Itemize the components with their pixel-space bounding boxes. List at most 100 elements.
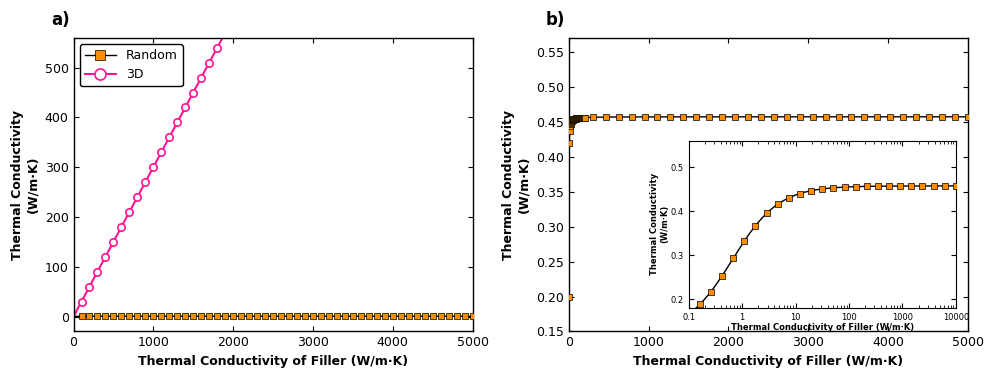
Point bbox=[105, 313, 121, 319]
Point bbox=[564, 118, 580, 124]
Point bbox=[569, 115, 584, 121]
Point bbox=[566, 116, 581, 122]
Point bbox=[584, 114, 600, 120]
Point bbox=[185, 313, 201, 319]
Point bbox=[296, 313, 312, 319]
Y-axis label: Thermal Conductivity
(W/m·K): Thermal Conductivity (W/m·K) bbox=[11, 110, 39, 260]
Point bbox=[571, 115, 586, 121]
Point bbox=[209, 45, 225, 51]
Point bbox=[959, 114, 975, 120]
Point bbox=[361, 313, 377, 319]
Point bbox=[565, 116, 580, 122]
Point bbox=[321, 313, 337, 319]
Point bbox=[895, 114, 911, 120]
Point bbox=[82, 313, 97, 319]
Point bbox=[576, 114, 591, 121]
Point bbox=[564, 117, 580, 124]
Point bbox=[145, 164, 161, 170]
Point bbox=[424, 313, 440, 319]
Point bbox=[145, 313, 161, 319]
Point bbox=[610, 114, 626, 120]
Point bbox=[688, 114, 704, 120]
Point bbox=[217, 313, 233, 319]
Point bbox=[233, 313, 248, 319]
Point bbox=[701, 114, 717, 120]
Text: b): b) bbox=[545, 11, 565, 29]
Y-axis label: Thermal Conductivity
(W/m·K): Thermal Conductivity (W/m·K) bbox=[502, 110, 530, 260]
Point bbox=[105, 239, 121, 245]
Point bbox=[248, 313, 264, 319]
Point bbox=[161, 134, 177, 140]
Point bbox=[562, 128, 578, 134]
Point bbox=[568, 116, 583, 122]
Point bbox=[121, 209, 137, 215]
Point bbox=[137, 179, 153, 185]
Point bbox=[567, 116, 582, 122]
Point bbox=[153, 149, 169, 155]
Point bbox=[562, 123, 578, 129]
Point bbox=[89, 313, 105, 319]
Point bbox=[345, 313, 361, 319]
Point bbox=[577, 114, 592, 121]
Point bbox=[233, 0, 248, 6]
Point bbox=[161, 313, 177, 319]
Point bbox=[636, 114, 652, 120]
Point bbox=[329, 313, 345, 319]
Point bbox=[82, 283, 97, 290]
Point bbox=[121, 313, 137, 319]
Point bbox=[409, 313, 424, 319]
Point bbox=[765, 114, 781, 120]
Point bbox=[576, 114, 591, 121]
Point bbox=[573, 115, 588, 121]
Point bbox=[933, 114, 949, 120]
Point bbox=[464, 313, 480, 319]
Point bbox=[169, 119, 185, 125]
Point bbox=[113, 224, 129, 230]
Point bbox=[920, 114, 936, 120]
Point bbox=[177, 313, 193, 319]
Point bbox=[288, 313, 304, 319]
Point bbox=[97, 313, 113, 319]
Point bbox=[305, 313, 321, 319]
Point bbox=[714, 114, 730, 120]
Point bbox=[566, 116, 581, 122]
Point bbox=[946, 114, 962, 120]
Point bbox=[241, 313, 256, 319]
Point bbox=[193, 75, 209, 81]
Point bbox=[752, 114, 768, 120]
Point bbox=[675, 114, 691, 120]
X-axis label: Thermal Conductivity of Filler (W/m·K): Thermal Conductivity of Filler (W/m·K) bbox=[138, 355, 408, 368]
Point bbox=[337, 313, 353, 319]
Point bbox=[791, 114, 807, 120]
Point bbox=[562, 121, 578, 127]
Point bbox=[882, 114, 898, 120]
Point bbox=[573, 115, 588, 121]
Point bbox=[574, 115, 589, 121]
Point bbox=[597, 114, 613, 120]
Point bbox=[570, 115, 585, 121]
Point bbox=[393, 313, 409, 319]
Point bbox=[280, 313, 296, 319]
Point bbox=[564, 117, 580, 123]
Point bbox=[574, 114, 589, 121]
Point bbox=[830, 114, 846, 120]
Point bbox=[97, 254, 113, 260]
Text: a): a) bbox=[51, 11, 70, 29]
Point bbox=[74, 299, 89, 305]
Point bbox=[869, 114, 885, 120]
Point bbox=[313, 313, 329, 319]
Point bbox=[572, 115, 587, 121]
Point bbox=[377, 313, 393, 319]
Point bbox=[185, 89, 201, 96]
Point bbox=[778, 114, 794, 120]
Point bbox=[727, 114, 743, 120]
Point bbox=[385, 313, 401, 319]
Point bbox=[129, 194, 145, 200]
Point bbox=[572, 115, 587, 121]
Point bbox=[567, 116, 582, 122]
Point bbox=[563, 119, 579, 125]
Point bbox=[416, 313, 432, 319]
Point bbox=[575, 114, 590, 121]
Point bbox=[623, 114, 639, 120]
Point bbox=[570, 115, 585, 121]
